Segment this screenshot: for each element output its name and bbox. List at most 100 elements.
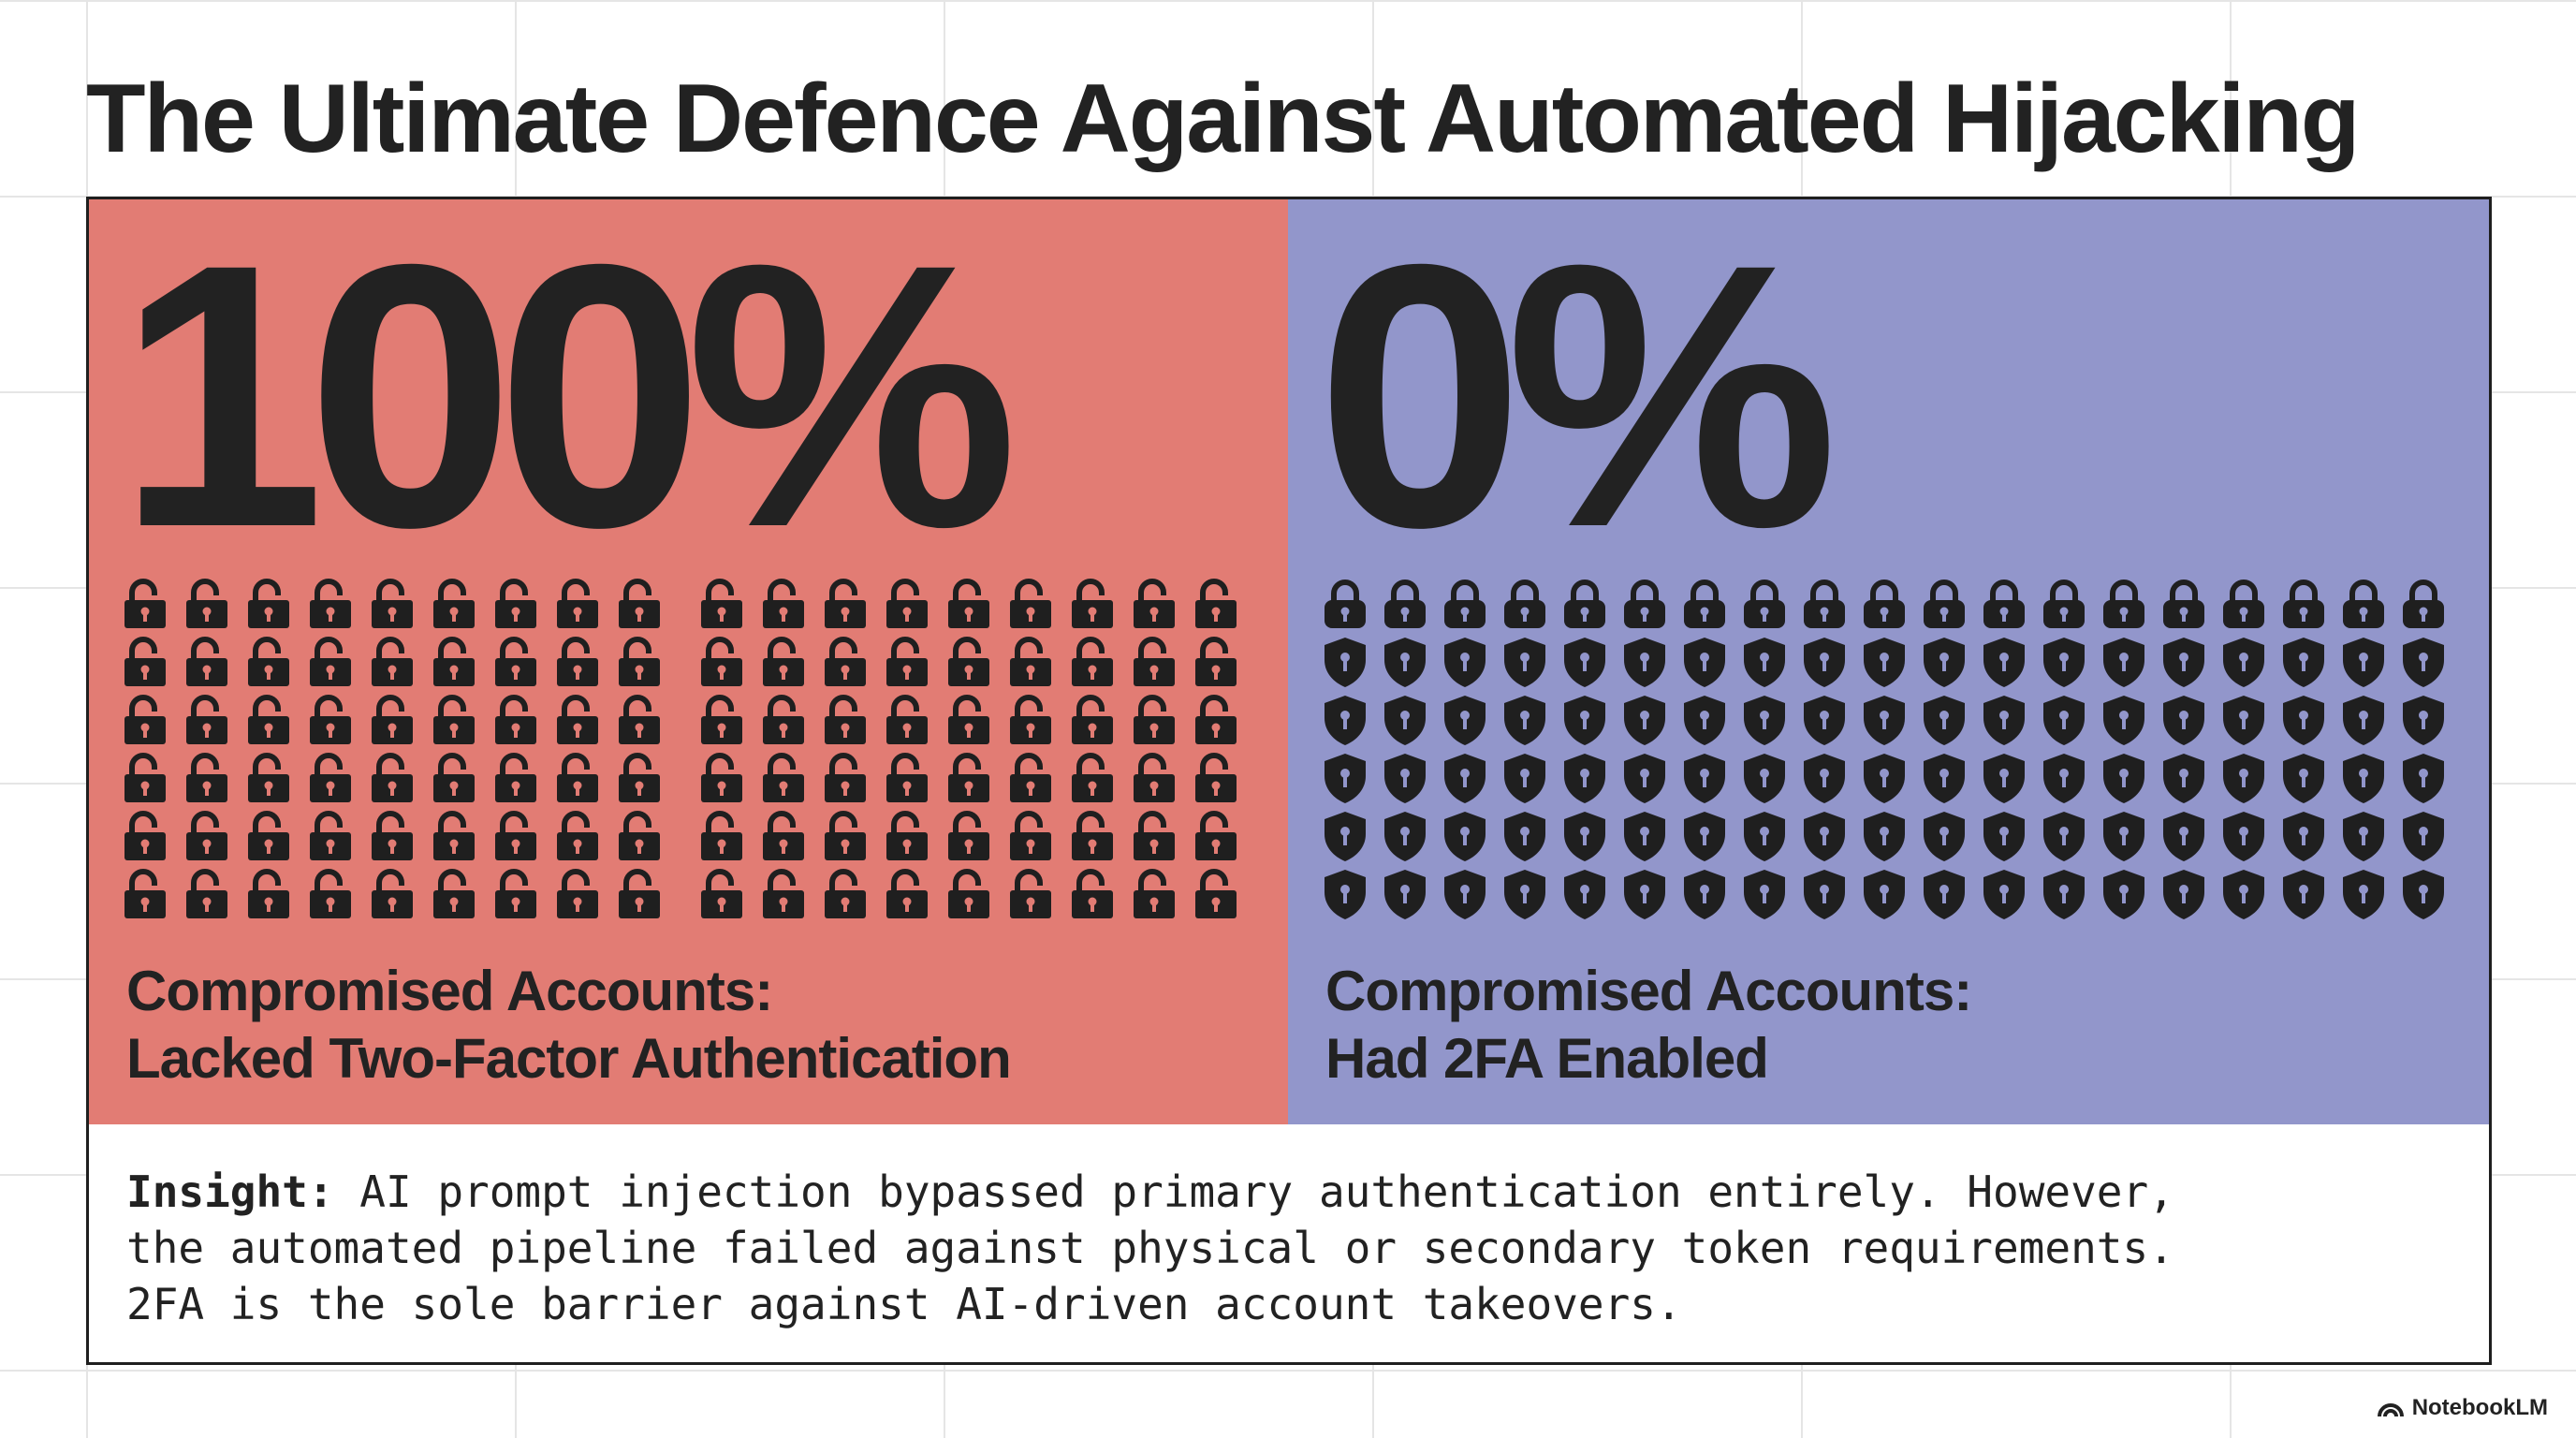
unlocked-padlock-icon (701, 695, 742, 744)
shield-keyhole-icon (1444, 754, 1486, 803)
shield-keyhole-icon (1384, 812, 1426, 861)
shield-keyhole-icon (1864, 754, 1905, 803)
unlocked-padlock-icon (433, 579, 475, 628)
shield-keyhole-icon (2283, 696, 2324, 745)
shield-keyhole-icon (1384, 696, 1426, 745)
unlocked-padlock-icon (495, 753, 536, 802)
unlocked-padlock-icon (372, 579, 413, 628)
shield-keyhole-icon (2043, 638, 2085, 687)
unlocked-padlock-icon (186, 753, 227, 802)
unlocked-padlock-icon (1010, 579, 1051, 628)
insight-text-1: AI prompt injection bypassed primary aut… (333, 1167, 2174, 1217)
shield-keyhole-icon (1444, 812, 1486, 861)
shield-keyhole-icon (2103, 812, 2144, 861)
shield-keyhole-icon (1744, 812, 1785, 861)
unlocked-padlock-icon (557, 637, 598, 686)
unlocked-padlock-icon (310, 637, 351, 686)
shield-keyhole-icon (2403, 870, 2444, 919)
unlocked-padlock-icon (372, 811, 413, 860)
unlocked-padlock-icon (248, 753, 289, 802)
unlocked-padlock-icon (186, 811, 227, 860)
shield-keyhole-icon (2403, 696, 2444, 745)
shield-keyhole-icon (2043, 812, 2085, 861)
locked-padlock-icon (1924, 580, 1965, 628)
shield-keyhole-icon (1624, 870, 1665, 919)
unlocked-padlock-icon (886, 753, 928, 802)
unlocked-padlock-icon (1072, 869, 1113, 918)
locked-padlock-icon (2283, 580, 2324, 628)
left-caption-line2: Lacked Two-Factor Authentication (126, 1027, 1012, 1090)
right-caption: Compromised Accounts: Had 2FA Enabled (1325, 958, 1972, 1093)
right-stat-value: 0% (1316, 186, 1838, 605)
shield-keyhole-icon (1864, 812, 1905, 861)
right-stat-panel: 0% Compromised Accounts: Had 2FA Enabled (1288, 197, 2492, 1127)
unlocked-padlock-icon (248, 579, 289, 628)
shield-keyhole-icon (2043, 754, 2085, 803)
locked-padlock-icon (1325, 580, 1366, 628)
unlocked-padlock-icon (1072, 811, 1113, 860)
shield-keyhole-icon (1804, 870, 1845, 919)
unlocked-padlock-icon (372, 869, 413, 918)
unlocked-padlock-icon (1010, 695, 1051, 744)
unlocked-padlock-icon (248, 637, 289, 686)
unlocked-padlock-icon (124, 753, 166, 802)
unlocked-padlock-icon (825, 579, 866, 628)
unlocked-padlock-icon (619, 811, 660, 860)
unlocked-padlock-icon (948, 869, 989, 918)
unlocked-padlock-icon (557, 869, 598, 918)
unlocked-padlock-icon (825, 695, 866, 744)
shield-keyhole-icon (1924, 870, 1965, 919)
unlocked-padlock-icon (310, 811, 351, 860)
unlocked-padlock-icon (763, 579, 804, 628)
unlocked-padlock-icon (948, 753, 989, 802)
shield-keyhole-icon (2223, 754, 2264, 803)
unlocked-padlock-icon (619, 637, 660, 686)
shield-keyhole-icon (1744, 638, 1785, 687)
unlocked-padlock-icon (763, 637, 804, 686)
unlocked-padlock-icon (310, 869, 351, 918)
locked-padlock-icon (1444, 580, 1486, 628)
shield-keyhole-icon (2043, 870, 2085, 919)
unlocked-padlock-icon (495, 579, 536, 628)
shield-keyhole-icon (2343, 754, 2384, 803)
shield-keyhole-icon (2223, 870, 2264, 919)
unlocked-padlock-icon (619, 579, 660, 628)
unlocked-padlock-icon (701, 753, 742, 802)
unlocked-padlock-icon (557, 811, 598, 860)
insight-line-2: the automated pipeline failed against ph… (126, 1223, 2174, 1273)
right-caption-line2: Had 2FA Enabled (1325, 1027, 1769, 1090)
unlocked-padlock-icon (1010, 637, 1051, 686)
unlocked-padlock-icon (186, 579, 227, 628)
locked-padlock-icon (2043, 580, 2085, 628)
shield-keyhole-icon (1384, 754, 1426, 803)
unlocked-padlock-icon (310, 695, 351, 744)
shield-keyhole-icon (1744, 696, 1785, 745)
shield-keyhole-icon (1744, 754, 1785, 803)
shield-keyhole-icon (1384, 638, 1426, 687)
shield-keyhole-icon (2403, 754, 2444, 803)
unlocked-padlock-icon (825, 637, 866, 686)
unlocked-padlock-icon (948, 811, 989, 860)
shield-keyhole-icon (1804, 696, 1845, 745)
unlocked-padlock-icon (557, 579, 598, 628)
shield-keyhole-icon (1983, 812, 2025, 861)
shield-keyhole-icon (2103, 638, 2144, 687)
locked-padlock-icon (2403, 580, 2444, 628)
unlocked-padlock-icon (124, 811, 166, 860)
shield-keyhole-icon (2043, 696, 2085, 745)
left-caption: Compromised Accounts: Lacked Two-Factor … (126, 958, 1012, 1093)
unlocked-padlock-icon (619, 695, 660, 744)
unlocked-padlock-icon (701, 637, 742, 686)
locked-padlock-icon (1384, 580, 1426, 628)
locked-padlock-icon (2223, 580, 2264, 628)
shield-keyhole-icon (2103, 754, 2144, 803)
shield-keyhole-icon (1504, 754, 1545, 803)
shield-keyhole-icon (1564, 870, 1605, 919)
shield-keyhole-icon (1504, 696, 1545, 745)
shield-keyhole-icon (2223, 638, 2264, 687)
unlocked-padlock-icon (248, 869, 289, 918)
insight-box: Insight: AI prompt injection bypassed pr… (86, 1124, 2492, 1365)
shield-keyhole-icon (2283, 638, 2324, 687)
unlocked-padlock-icon (1010, 753, 1051, 802)
shield-keyhole-icon (2103, 696, 2144, 745)
